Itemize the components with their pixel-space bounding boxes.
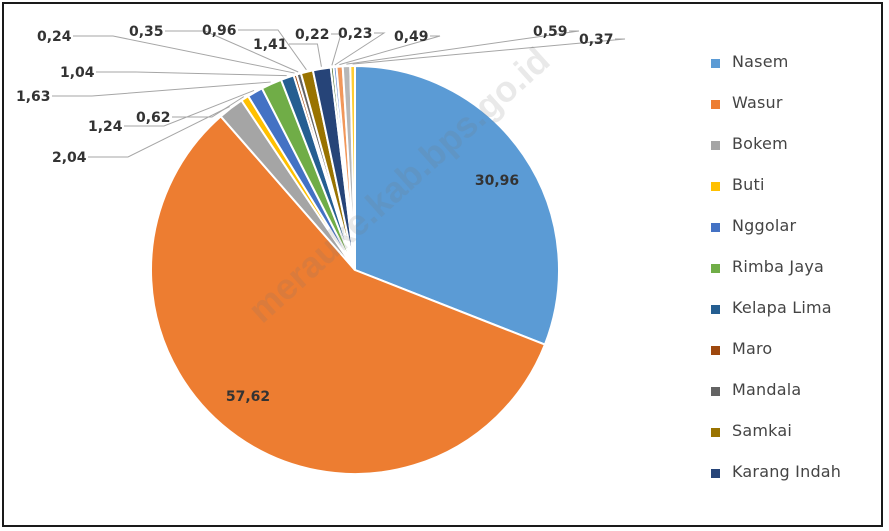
leader-line [124,89,255,127]
legend-label: Maro [732,339,773,358]
legend-label: Buti [732,175,765,194]
data-label: 0,24 [37,29,72,45]
data-label: 57,62 [226,389,270,405]
legend-swatch [711,141,720,150]
data-label: 0,49 [394,29,429,45]
legend-swatch [711,387,720,396]
legend-swatch [711,305,720,314]
legend-label: Wasur [732,93,783,112]
leader-line [346,30,580,65]
data-label: 0,62 [136,110,171,126]
legend-swatch [711,100,720,109]
leader-line [73,35,295,74]
data-label: 0,23 [338,26,373,42]
data-label: 0,59 [533,24,568,40]
legend-label: Bokem [732,134,788,153]
data-label: 1,24 [88,119,123,135]
legend-label: Karang Indah [732,462,842,481]
legend-swatch [711,182,720,191]
data-label: 30,96 [475,173,519,189]
legend-label: Nggolar [732,216,797,235]
data-label: 0,22 [295,27,330,43]
leader-line [96,71,287,77]
leader-line [352,38,626,65]
leader-line [339,35,441,66]
leader-line [52,81,271,97]
pie-slice-nasem [354,64,560,346]
data-label: 0,96 [202,23,237,39]
data-label: 1,04 [60,65,95,81]
leader-line [331,33,342,66]
leader-line [334,32,386,66]
legend-label: Rimba Jaya [732,257,824,276]
pie-slice-unlabeled-15 [349,64,356,271]
leader-line [238,29,307,71]
data-label: 0,35 [129,24,164,40]
data-label: 1,63 [16,89,51,105]
legend-swatch [711,469,720,478]
legend-swatch [711,223,720,232]
pie-slice-wasur [150,114,547,475]
legend-swatch [711,428,720,437]
data-label: 1,41 [253,37,288,53]
legend-swatch [711,264,720,273]
legend-swatch [711,346,720,355]
leader-line [88,106,230,158]
data-label: 2,04 [52,150,87,166]
leader-line [165,30,299,73]
legend-label: Mandala [732,380,802,399]
leader-line [289,43,322,67]
legend-swatch [711,59,720,68]
data-label: 0,37 [579,32,614,48]
legend-label: Kelapa Lima [732,298,832,317]
leader-line [172,96,245,118]
legend-label: Samkai [732,421,792,440]
legend-label: Nasem [732,52,789,71]
